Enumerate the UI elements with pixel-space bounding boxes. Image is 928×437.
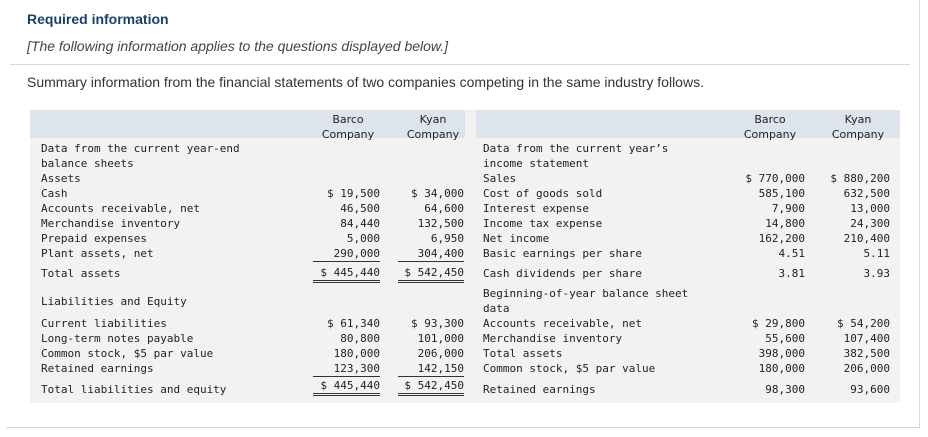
kyan-total-assets: $ 542,450 bbox=[398, 265, 464, 283]
barco-value: $ 770,000 bbox=[745, 172, 805, 185]
left-header-band bbox=[30, 110, 465, 138]
barco-value: 7,900 bbox=[771, 202, 805, 215]
barco-value: $ 19,500 bbox=[327, 187, 380, 200]
kyan-value: 3.93 bbox=[863, 267, 891, 280]
barco-total-assets: $ 445,440 bbox=[313, 265, 380, 283]
right-barco-header: Barco Company bbox=[743, 113, 797, 141]
table-row-label: Accounts receivable, net bbox=[483, 317, 642, 330]
kyan-value: $ 54,200 bbox=[837, 317, 890, 330]
barco-value: $ 29,800 bbox=[752, 317, 805, 330]
table-row-label: Cost of goods sold bbox=[483, 187, 603, 200]
balance-sheet-heading-2: balance sheets bbox=[41, 157, 134, 170]
kyan-value: 93,600 bbox=[850, 383, 890, 396]
divider bbox=[10, 64, 910, 65]
barco-value: 162,200 bbox=[758, 232, 805, 245]
table-row-label: Long-term notes payable bbox=[41, 332, 194, 345]
left-barco-header: Barco Company bbox=[321, 113, 375, 141]
table-row-label: Current liabilities bbox=[41, 317, 167, 330]
table-row-label: Merchandise inventory bbox=[483, 332, 623, 345]
balance-sheet-heading-1: Data from the current year-end bbox=[41, 142, 240, 155]
kyan-value: 107,400 bbox=[843, 332, 890, 345]
kyan-value: $ 880,200 bbox=[830, 172, 890, 185]
barco-value: 46,500 bbox=[340, 202, 380, 215]
barco-value: 55,600 bbox=[765, 332, 805, 345]
table-row-label: Merchandise inventory bbox=[41, 217, 181, 230]
kyan-value: 304,400 bbox=[398, 246, 464, 262]
kyan-value: 5.11 bbox=[863, 247, 891, 260]
barco-value: 4.51 bbox=[778, 247, 806, 260]
left-kyan-header: Kyan Company bbox=[406, 113, 460, 141]
question-card bbox=[6, 0, 920, 428]
table-row-label: Net income bbox=[483, 232, 550, 245]
table-row-label: Interest expense bbox=[483, 202, 589, 215]
barco-value: 123,300 bbox=[313, 361, 380, 377]
liabilities-heading: Liabilities and Equity bbox=[41, 295, 187, 308]
summary-text: Summary information from the financial s… bbox=[27, 74, 704, 90]
barco-value: 14,800 bbox=[765, 217, 805, 230]
table-row-label: Common stock, $5 par value bbox=[483, 362, 656, 375]
beginning-year-heading-2: data bbox=[483, 302, 510, 315]
table-row-label: Sales bbox=[483, 172, 517, 185]
kyan-value: 24,300 bbox=[850, 217, 890, 230]
table-row-label: Total assets bbox=[483, 347, 563, 360]
kyan-value: 64,600 bbox=[424, 202, 464, 215]
kyan-value: 632,500 bbox=[843, 187, 890, 200]
barco-value: 180,000 bbox=[758, 362, 805, 375]
kyan-value: 206,000 bbox=[843, 362, 890, 375]
barco-value: 80,800 bbox=[340, 332, 380, 345]
table-row-label: Common stock, $5 par value bbox=[41, 347, 214, 360]
table-row-label: Income tax expense bbox=[483, 217, 603, 230]
barco-value: 5,000 bbox=[346, 232, 380, 245]
kyan-value: $ 34,000 bbox=[411, 187, 464, 200]
kyan-value: 101,000 bbox=[417, 332, 464, 345]
table-row-label: Plant assets, net bbox=[41, 247, 154, 260]
right-header-band bbox=[476, 110, 900, 138]
table-row-label: Cash dividends per share bbox=[483, 267, 642, 280]
kyan-value: 206,000 bbox=[417, 347, 464, 360]
kyan-value: 132,500 bbox=[417, 217, 464, 230]
financial-data-table: Barco Company Kyan Company Barco Company Ky… bbox=[30, 110, 900, 403]
barco-value: 3.81 bbox=[778, 267, 806, 280]
table-row-label: Prepaid expenses bbox=[41, 232, 147, 245]
right-kyan-header: Kyan Company bbox=[831, 113, 885, 141]
barco-value: 84,440 bbox=[340, 217, 380, 230]
table-row-label: Basic earnings per share bbox=[483, 247, 642, 260]
kyan-value: 210,400 bbox=[843, 232, 890, 245]
kyan-value: 382,500 bbox=[843, 347, 890, 360]
total-le-label: Total liabilities and equity bbox=[41, 383, 227, 396]
required-info-title: Required information bbox=[27, 11, 169, 27]
income-statement-heading-2: income statement bbox=[483, 157, 589, 170]
table-row-label: Cash bbox=[41, 187, 68, 200]
kyan-value: 13,000 bbox=[850, 202, 890, 215]
beginning-year-heading-1: Beginning-of-year balance sheet bbox=[483, 287, 689, 300]
table-row-label: Accounts receivable, net bbox=[41, 202, 200, 215]
barco-value: 98,300 bbox=[765, 383, 805, 396]
kyan-value: 142,150 bbox=[398, 361, 464, 377]
total-assets-label: Total assets bbox=[41, 267, 121, 280]
info-note: [The following information applies to th… bbox=[27, 38, 449, 54]
kyan-total-le: $ 542,450 bbox=[398, 378, 464, 396]
barco-value: 585,100 bbox=[758, 187, 805, 200]
assets-heading: Assets bbox=[41, 172, 81, 185]
income-statement-heading-1: Data from the current year’s bbox=[483, 142, 669, 155]
barco-total-le: $ 445,440 bbox=[313, 378, 380, 396]
kyan-value: 6,950 bbox=[430, 232, 464, 245]
barco-value: 290,000 bbox=[313, 246, 380, 262]
table-row-label: Retained earnings bbox=[41, 362, 154, 375]
barco-value: $ 61,340 bbox=[327, 317, 380, 330]
table-row-label: Retained earnings bbox=[483, 383, 596, 396]
kyan-value: $ 93,300 bbox=[411, 317, 464, 330]
barco-value: 398,000 bbox=[758, 347, 805, 360]
barco-value: 180,000 bbox=[333, 347, 380, 360]
